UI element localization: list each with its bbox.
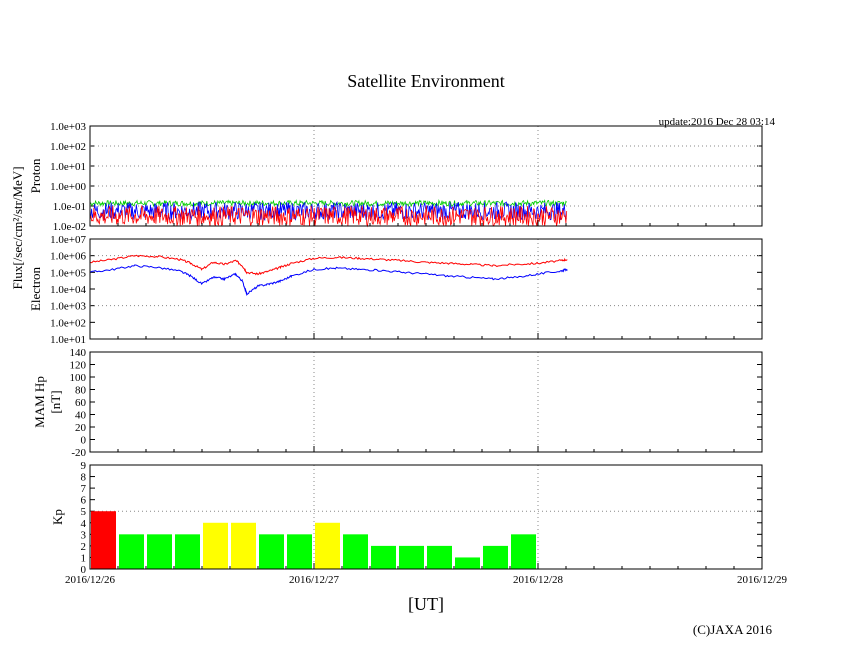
y-tick-label: 1.0e+07 (50, 234, 86, 246)
kp-bar (91, 511, 116, 569)
panel-label: MAM Hp (32, 376, 47, 428)
electron-series-blue (89, 264, 568, 296)
x-tick-label: 2016/12/28 (513, 574, 564, 586)
proton-series-green (89, 198, 567, 208)
panel-label-units: [nT] (48, 390, 63, 413)
y-tick-label: 1.0e+06 (50, 251, 86, 263)
x-axis-label: [UT] (408, 594, 444, 614)
electron-series-red (90, 254, 568, 276)
electron-panel (89, 238, 763, 340)
y-tick-label: 8 (81, 472, 87, 484)
y-tick-label: 120 (70, 360, 87, 372)
kp-bar (203, 522, 228, 569)
kp-bar (343, 534, 368, 569)
kp-bar (511, 534, 536, 569)
panel-label: Electron (28, 266, 43, 311)
y-tick-label: 1.0e+01 (50, 334, 86, 346)
y-tick-label: 1.0e+05 (50, 267, 86, 279)
proton-frame (89, 125, 763, 227)
panel-label: Kp (50, 509, 65, 525)
y-tick-label: 9 (81, 460, 87, 472)
y-tick-label: 1.0e+02 (50, 317, 86, 329)
kp-frame (89, 464, 763, 570)
y-tick-label: 1.0e+03 (50, 121, 86, 133)
mam_hp-frame (89, 351, 763, 453)
proton-series-red (89, 205, 568, 228)
y-tick-label: 1.0e+02 (50, 141, 86, 153)
y-tick-label: 1.0e+01 (50, 161, 86, 173)
y-tick-label: 1.0e-01 (53, 201, 86, 213)
kp-bar (371, 545, 396, 569)
kp-bar (427, 545, 452, 569)
kp-bar (399, 545, 424, 569)
y-tick-label: 20 (75, 422, 87, 434)
x-tick-label: 2016/12/26 (65, 574, 116, 586)
kp-bar (147, 534, 172, 569)
kp-panel (89, 464, 763, 570)
y-tick-label: 1.0e-02 (53, 221, 86, 233)
panels: 1.0e-02 1.0e-01 1.0e+00 1.0e+01 1.0e+02 1.0e+… (28, 121, 788, 586)
kp-bar (483, 545, 508, 569)
x-tick-label: 2016/12/29 (737, 574, 788, 586)
y-tick-label: 1.0e+00 (50, 181, 86, 193)
kp-bar (175, 534, 200, 569)
y-tick-label: 1.0e+04 (50, 284, 86, 296)
proton-panel (89, 125, 763, 228)
kp-bar (119, 534, 144, 569)
copyright: (C)JAXA 2016 (693, 622, 773, 637)
y-tick-label: 1 (81, 552, 87, 564)
y-tick-label: -20 (71, 447, 86, 459)
y-tick-label: 80 (75, 385, 87, 397)
y-tick-label: 140 (70, 347, 87, 359)
panel-label: Proton (28, 158, 43, 193)
mam_hp-panel (89, 351, 763, 453)
y-tick-label: 4 (81, 518, 87, 530)
flux-axis-label: Flux[/sec/cm²/str/MeV] (10, 166, 25, 289)
y-tick-label: 0 (81, 564, 87, 576)
kp-bar (315, 522, 340, 569)
y-tick-label: 2 (81, 541, 87, 553)
kp-bar (455, 557, 480, 569)
chart-title: Satellite Environment (347, 71, 504, 91)
y-tick-label: 3 (81, 529, 87, 541)
electron-frame (89, 238, 763, 340)
kp-bar (259, 534, 284, 569)
update-timestamp: update:2016 Dec 28 03:14 (659, 116, 776, 128)
y-tick-label: 0 (81, 435, 87, 447)
x-tick-label: 2016/12/27 (289, 574, 340, 586)
y-tick-label: 6 (81, 495, 87, 507)
y-tick-label: 1.0e+03 (50, 301, 86, 313)
y-tick-label: 7 (81, 483, 87, 495)
y-tick-label: 5 (81, 506, 87, 518)
kp-bar (287, 534, 312, 569)
y-tick-label: 100 (70, 372, 87, 384)
kp-bar (231, 522, 256, 569)
y-tick-label: 40 (75, 410, 87, 422)
y-tick-label: 60 (75, 397, 87, 409)
